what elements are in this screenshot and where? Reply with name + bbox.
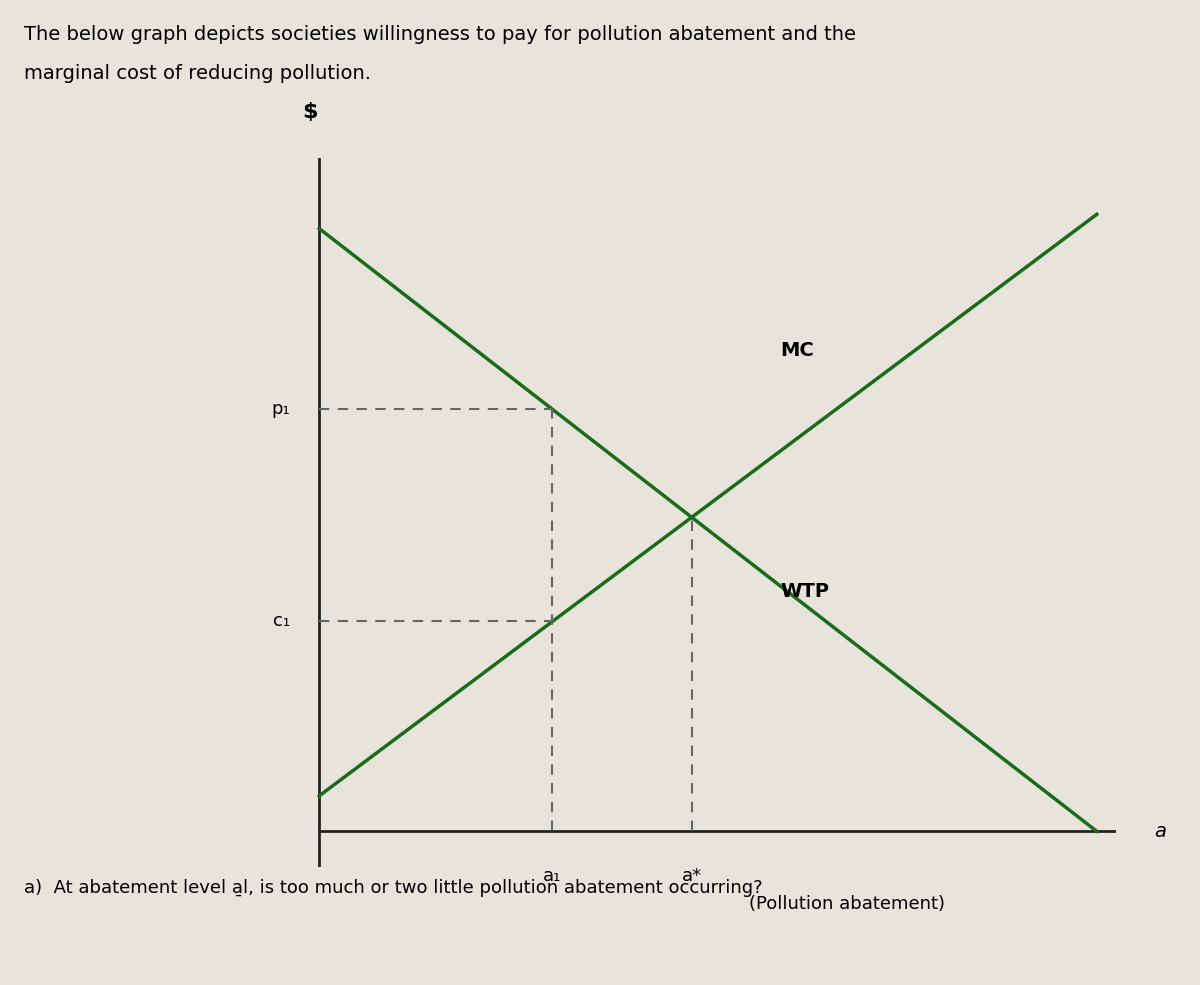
Text: (Pollution abatement): (Pollution abatement) [749, 895, 946, 913]
Text: a*: a* [682, 867, 702, 885]
Text: a₁: a₁ [544, 867, 562, 885]
Text: a)  At abatement level a̱l, is too much or two little pollution abatement occurr: a) At abatement level a̱l, is too much o… [24, 879, 763, 896]
Text: $: $ [302, 102, 317, 122]
Text: p₁: p₁ [271, 400, 290, 419]
Text: marginal cost of reducing pollution.: marginal cost of reducing pollution. [24, 64, 371, 83]
Text: a: a [1154, 821, 1166, 841]
Text: The below graph depicts societies willingness to pay for pollution abatement and: The below graph depicts societies willin… [24, 25, 856, 43]
Text: MC: MC [780, 341, 814, 361]
Text: WTP: WTP [780, 582, 829, 601]
Text: c₁: c₁ [274, 613, 290, 630]
